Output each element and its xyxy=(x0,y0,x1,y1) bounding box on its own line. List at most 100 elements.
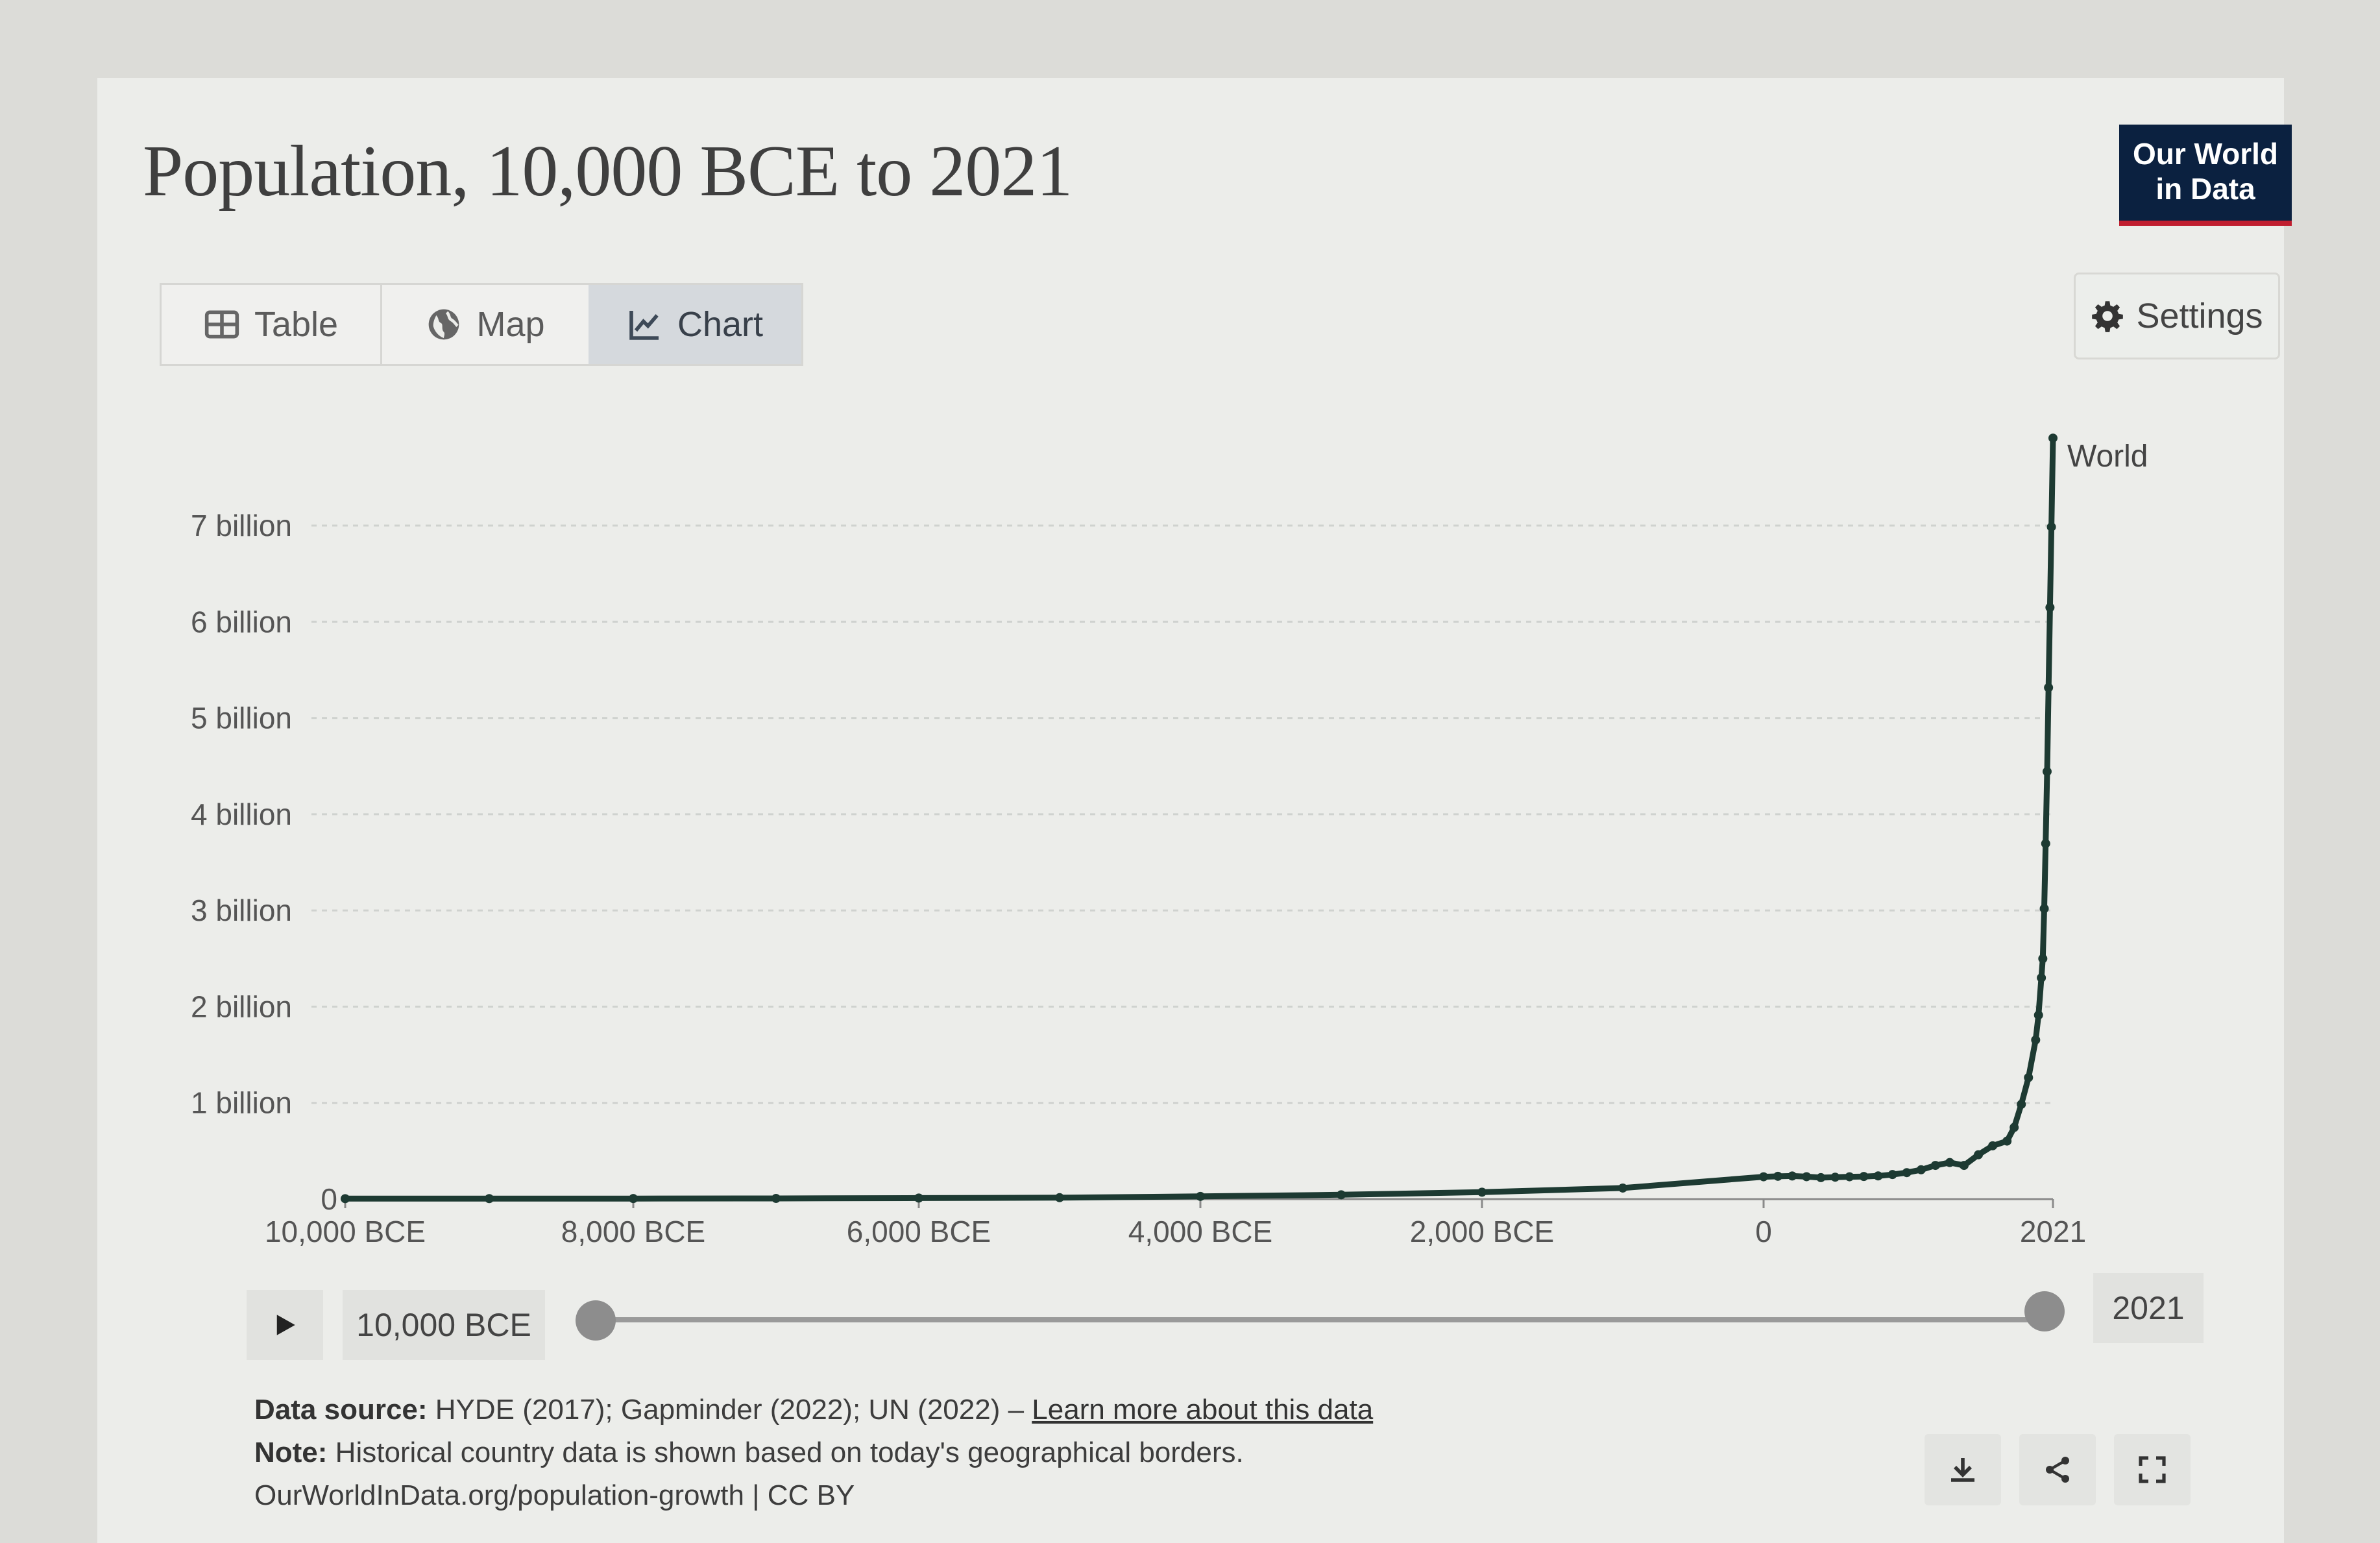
timeline-start-label[interactable]: 10,000 BCE xyxy=(343,1290,545,1360)
data-point[interactable] xyxy=(1845,1172,1854,1182)
fullscreen-button[interactable] xyxy=(2114,1434,2191,1505)
y-tick-label: 7 billion xyxy=(191,509,292,542)
data-point[interactable] xyxy=(2038,954,2048,964)
data-point[interactable] xyxy=(1902,1168,1912,1178)
data-point[interactable] xyxy=(2024,1073,2034,1082)
logo-line-2: in Data xyxy=(2155,172,2255,206)
owid-logo[interactable]: Our World in Data xyxy=(2119,125,2292,226)
data-source-line: Data source: HYDE (2017); Gapminder (202… xyxy=(254,1389,1373,1431)
data-point[interactable] xyxy=(1816,1172,1826,1182)
share-icon xyxy=(2046,1457,2069,1483)
tab-map-label: Map xyxy=(476,305,545,344)
data-point[interactable] xyxy=(1916,1165,1926,1174)
view-tabs: Table Map Chart xyxy=(160,283,803,366)
chart-footer: Data source: HYDE (2017); Gapminder (202… xyxy=(254,1389,1373,1517)
data-point[interactable] xyxy=(1959,1161,1969,1171)
data-point[interactable] xyxy=(2045,603,2055,613)
timeline-end-handle[interactable] xyxy=(2024,1291,2065,1331)
tab-table[interactable]: Table xyxy=(162,285,382,364)
note-text: Historical country data is shown based o… xyxy=(327,1437,1244,1468)
timeline-end-label[interactable]: 2021 xyxy=(2093,1273,2204,1343)
data-point[interactable] xyxy=(914,1193,923,1203)
data-source-text: HYDE (2017); Gapminder (2022); UN (2022)… xyxy=(427,1394,1032,1426)
data-point[interactable] xyxy=(2037,973,2046,982)
line-chart-icon xyxy=(629,311,659,340)
x-tick-label: 8,000 BCE xyxy=(561,1215,705,1248)
data-point[interactable] xyxy=(629,1194,638,1204)
timeline-start-handle[interactable] xyxy=(576,1300,616,1341)
data-source-prefix: Data source: xyxy=(254,1394,428,1426)
data-point[interactable] xyxy=(1759,1172,1768,1182)
y-tick-label: 1 billion xyxy=(191,1086,292,1120)
data-point[interactable] xyxy=(771,1193,781,1203)
table-icon xyxy=(204,310,239,339)
y-tick-label: 0 xyxy=(321,1182,337,1216)
note-line: Note: Historical country data is shown b… xyxy=(254,1431,1373,1474)
share-button[interactable] xyxy=(2019,1434,2096,1505)
timeline-track[interactable] xyxy=(596,1317,2044,1322)
data-point[interactable] xyxy=(1618,1183,1627,1193)
data-point[interactable] xyxy=(2031,1035,2041,1045)
tab-table-label: Table xyxy=(254,305,339,344)
y-tick-label: 5 billion xyxy=(191,701,292,735)
data-point[interactable] xyxy=(341,1194,350,1204)
data-point[interactable] xyxy=(1477,1187,1487,1197)
x-tick-label: 6,000 BCE xyxy=(847,1215,991,1248)
data-point[interactable] xyxy=(2034,1010,2043,1020)
logo-line-1: Our World xyxy=(2132,137,2279,171)
data-point[interactable] xyxy=(2048,433,2058,443)
x-tick-label: 0 xyxy=(1755,1215,1772,1248)
settings-label: Settings xyxy=(2136,297,2263,335)
download-icon xyxy=(1951,1458,1974,1482)
data-point[interactable] xyxy=(2002,1136,2012,1146)
data-point[interactable] xyxy=(1773,1171,1783,1181)
data-point[interactable] xyxy=(2017,1099,2026,1109)
data-point[interactable] xyxy=(1830,1172,1840,1182)
data-point[interactable] xyxy=(2044,683,2054,692)
play-icon xyxy=(276,1315,295,1335)
y-tick-label: 3 billion xyxy=(191,893,292,927)
data-point[interactable] xyxy=(1788,1171,1797,1181)
data-point[interactable] xyxy=(1974,1150,1984,1160)
x-tick-label: 2021 xyxy=(2020,1215,2086,1248)
tab-chart[interactable]: Chart xyxy=(589,285,801,364)
fullscreen-icon xyxy=(2139,1456,2166,1483)
y-tick-label: 6 billion xyxy=(191,605,292,638)
tab-map[interactable]: Map xyxy=(382,285,589,364)
note-prefix: Note: xyxy=(254,1437,328,1468)
x-tick-label: 4,000 BCE xyxy=(1128,1215,1272,1248)
x-tick-label: 2,000 BCE xyxy=(1410,1215,1554,1248)
data-point[interactable] xyxy=(485,1194,494,1204)
y-tick-label: 4 billion xyxy=(191,797,292,831)
data-point[interactable] xyxy=(1859,1172,1869,1182)
data-point[interactable] xyxy=(2039,904,2049,914)
data-point[interactable] xyxy=(1802,1172,1812,1182)
data-point[interactable] xyxy=(2010,1123,2019,1132)
x-tick-label: 10,000 BCE xyxy=(265,1215,426,1248)
data-point[interactable] xyxy=(1055,1193,1064,1202)
gear-icon xyxy=(2092,301,2124,332)
data-point[interactable] xyxy=(1873,1171,1883,1181)
page-title: Population, 10,000 BCE to 2021 xyxy=(143,131,1073,212)
series-label-world: World xyxy=(2067,439,2148,474)
data-point[interactable] xyxy=(2046,522,2056,532)
tab-chart-label: Chart xyxy=(677,305,764,344)
data-point[interactable] xyxy=(2041,839,2050,849)
data-point[interactable] xyxy=(1888,1170,1897,1180)
y-tick-label: 2 billion xyxy=(191,990,292,1023)
learn-more-link[interactable]: Learn more about this data xyxy=(1032,1394,1374,1426)
data-point[interactable] xyxy=(1945,1158,1954,1167)
data-point[interactable] xyxy=(1988,1141,1998,1150)
series-line-world[interactable] xyxy=(345,438,2056,1202)
data-point[interactable] xyxy=(1196,1191,1205,1201)
download-button[interactable] xyxy=(1925,1434,2001,1505)
data-point[interactable] xyxy=(2042,767,2052,777)
play-button[interactable] xyxy=(247,1290,323,1360)
source-url[interactable]: OurWorldInData.org/population-growth | C… xyxy=(254,1479,855,1511)
globe-icon xyxy=(429,309,459,340)
data-point[interactable] xyxy=(1930,1161,1940,1171)
settings-button[interactable]: Settings xyxy=(2074,273,2280,359)
data-point[interactable] xyxy=(1337,1190,1346,1200)
